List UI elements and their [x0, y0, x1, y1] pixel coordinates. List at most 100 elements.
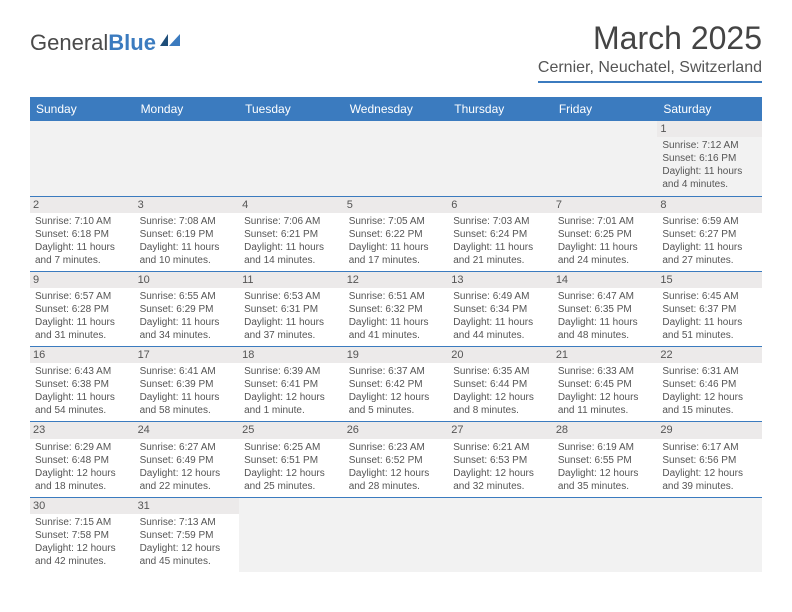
day-number: 27 [448, 422, 553, 438]
day-header: Monday [135, 97, 240, 121]
day-number: 15 [657, 272, 762, 288]
day-number: 21 [553, 347, 658, 363]
calendar-cell [135, 121, 240, 196]
calendar-row: 1Sunrise: 7:12 AMSunset: 6:16 PMDaylight… [30, 121, 762, 196]
sunrise-text: Sunrise: 7:12 AM [662, 139, 757, 152]
day-number: 18 [239, 347, 344, 363]
calendar-cell [553, 121, 658, 196]
daylight-text: Daylight: 12 hours and 11 minutes. [558, 391, 653, 417]
daylight-text: Daylight: 11 hours and 44 minutes. [453, 316, 548, 342]
sunrise-text: Sunrise: 6:43 AM [35, 365, 130, 378]
day-header: Tuesday [239, 97, 344, 121]
sunset-text: Sunset: 6:29 PM [140, 303, 235, 316]
day-number: 30 [30, 498, 135, 514]
sunset-text: Sunset: 6:45 PM [558, 378, 653, 391]
daylight-text: Daylight: 11 hours and 48 minutes. [558, 316, 653, 342]
sunrise-text: Sunrise: 7:05 AM [349, 215, 444, 228]
day-number: 11 [239, 272, 344, 288]
sunrise-text: Sunrise: 7:06 AM [244, 215, 339, 228]
sunset-text: Sunset: 6:44 PM [453, 378, 548, 391]
day-number: 28 [553, 422, 658, 438]
calendar-header-row: SundayMondayTuesdayWednesdayThursdayFrid… [30, 97, 762, 121]
sunrise-text: Sunrise: 7:08 AM [140, 215, 235, 228]
calendar-cell: 21Sunrise: 6:33 AMSunset: 6:45 PMDayligh… [553, 347, 658, 422]
day-number: 20 [448, 347, 553, 363]
sunrise-text: Sunrise: 6:45 AM [662, 290, 757, 303]
flag-icon [160, 30, 182, 56]
sunrise-text: Sunrise: 7:01 AM [558, 215, 653, 228]
sunset-text: Sunset: 6:41 PM [244, 378, 339, 391]
month-title: March 2025 [538, 20, 762, 57]
sunrise-text: Sunrise: 6:59 AM [662, 215, 757, 228]
calendar-cell [30, 121, 135, 196]
sunset-text: Sunset: 6:21 PM [244, 228, 339, 241]
calendar-row: 16Sunrise: 6:43 AMSunset: 6:38 PMDayligh… [30, 347, 762, 422]
day-number: 10 [135, 272, 240, 288]
calendar-cell: 28Sunrise: 6:19 AMSunset: 6:55 PMDayligh… [553, 422, 658, 497]
calendar-cell: 14Sunrise: 6:47 AMSunset: 6:35 PMDayligh… [553, 271, 658, 346]
sunset-text: Sunset: 6:39 PM [140, 378, 235, 391]
calendar-cell [239, 121, 344, 196]
sunset-text: Sunset: 6:56 PM [662, 454, 757, 467]
daylight-text: Daylight: 12 hours and 39 minutes. [662, 467, 757, 493]
day-number: 4 [239, 197, 344, 213]
sunset-text: Sunset: 6:18 PM [35, 228, 130, 241]
logo: GeneralBlue [30, 30, 182, 56]
calendar-row: 30Sunrise: 7:15 AMSunset: 7:58 PMDayligh… [30, 497, 762, 572]
sunset-text: Sunset: 7:58 PM [35, 529, 130, 542]
sunrise-text: Sunrise: 6:51 AM [349, 290, 444, 303]
sunrise-text: Sunrise: 6:47 AM [558, 290, 653, 303]
day-header: Saturday [657, 97, 762, 121]
day-number: 22 [657, 347, 762, 363]
calendar-cell: 11Sunrise: 6:53 AMSunset: 6:31 PMDayligh… [239, 271, 344, 346]
calendar-cell: 13Sunrise: 6:49 AMSunset: 6:34 PMDayligh… [448, 271, 553, 346]
sunset-text: Sunset: 6:49 PM [140, 454, 235, 467]
sunrise-text: Sunrise: 6:39 AM [244, 365, 339, 378]
page-header: GeneralBlue March 2025 Cernier, Neuchate… [0, 0, 792, 91]
calendar-cell: 3Sunrise: 7:08 AMSunset: 6:19 PMDaylight… [135, 196, 240, 271]
calendar-cell [344, 497, 449, 572]
calendar-cell: 17Sunrise: 6:41 AMSunset: 6:39 PMDayligh… [135, 347, 240, 422]
calendar-cell: 6Sunrise: 7:03 AMSunset: 6:24 PMDaylight… [448, 196, 553, 271]
calendar-cell: 7Sunrise: 7:01 AMSunset: 6:25 PMDaylight… [553, 196, 658, 271]
day-number: 24 [135, 422, 240, 438]
sunrise-text: Sunrise: 6:19 AM [558, 441, 653, 454]
sunrise-text: Sunrise: 6:57 AM [35, 290, 130, 303]
day-number: 5 [344, 197, 449, 213]
day-number: 1 [657, 121, 762, 137]
sunrise-text: Sunrise: 6:53 AM [244, 290, 339, 303]
calendar-cell: 8Sunrise: 6:59 AMSunset: 6:27 PMDaylight… [657, 196, 762, 271]
calendar-cell: 27Sunrise: 6:21 AMSunset: 6:53 PMDayligh… [448, 422, 553, 497]
calendar-cell: 29Sunrise: 6:17 AMSunset: 6:56 PMDayligh… [657, 422, 762, 497]
daylight-text: Daylight: 11 hours and 34 minutes. [140, 316, 235, 342]
calendar-cell: 9Sunrise: 6:57 AMSunset: 6:28 PMDaylight… [30, 271, 135, 346]
sunset-text: Sunset: 6:25 PM [558, 228, 653, 241]
day-number: 23 [30, 422, 135, 438]
day-header: Sunday [30, 97, 135, 121]
sunset-text: Sunset: 6:52 PM [349, 454, 444, 467]
sunrise-text: Sunrise: 6:23 AM [349, 441, 444, 454]
day-number: 26 [344, 422, 449, 438]
sunrise-text: Sunrise: 6:55 AM [140, 290, 235, 303]
sunset-text: Sunset: 6:42 PM [349, 378, 444, 391]
calendar-row: 9Sunrise: 6:57 AMSunset: 6:28 PMDaylight… [30, 271, 762, 346]
calendar-cell: 20Sunrise: 6:35 AMSunset: 6:44 PMDayligh… [448, 347, 553, 422]
sunrise-text: Sunrise: 6:29 AM [35, 441, 130, 454]
calendar-cell: 2Sunrise: 7:10 AMSunset: 6:18 PMDaylight… [30, 196, 135, 271]
sunset-text: Sunset: 6:53 PM [453, 454, 548, 467]
sunrise-text: Sunrise: 7:10 AM [35, 215, 130, 228]
sunset-text: Sunset: 7:59 PM [140, 529, 235, 542]
daylight-text: Daylight: 12 hours and 1 minute. [244, 391, 339, 417]
calendar-cell: 10 Sunrise: 6:55 AMSunset: 6:29 PMDayligh… [135, 271, 240, 346]
calendar-row: 2Sunrise: 7:10 AMSunset: 6:18 PMDaylight… [30, 196, 762, 271]
sunrise-text: Sunrise: 6:37 AM [349, 365, 444, 378]
day-header: Wednesday [344, 97, 449, 121]
day-header: Friday [553, 97, 658, 121]
calendar-table: SundayMondayTuesdayWednesdayThursdayFrid… [30, 97, 762, 572]
calendar-cell: 23Sunrise: 6:29 AMSunset: 6:48 PMDayligh… [30, 422, 135, 497]
daylight-text: Daylight: 11 hours and 7 minutes. [35, 241, 130, 267]
calendar-cell: 26Sunrise: 6:23 AMSunset: 6:52 PMDayligh… [344, 422, 449, 497]
sunset-text: Sunset: 6:35 PM [558, 303, 653, 316]
daylight-text: Daylight: 11 hours and 54 minutes. [35, 391, 130, 417]
daylight-text: Daylight: 12 hours and 32 minutes. [453, 467, 548, 493]
